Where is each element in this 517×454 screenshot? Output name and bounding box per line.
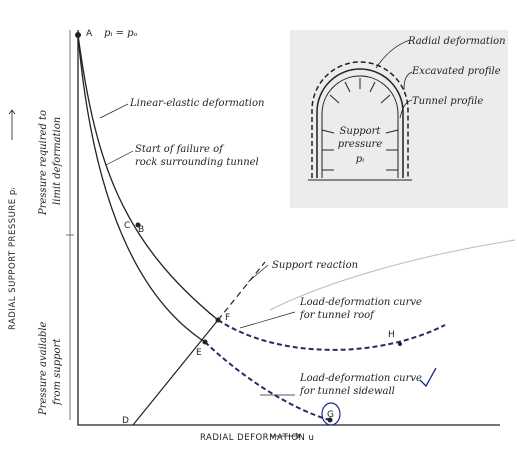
inset-label: Support [340, 126, 382, 137]
annotation: rock surrounding tunnel [135, 157, 259, 168]
annotation: Load-deformation curve [299, 297, 422, 308]
inset-label: Radial deformation [407, 36, 506, 47]
region-label: from support [52, 338, 63, 406]
point-label: A [86, 29, 93, 39]
annotation: for tunnel sidewall [299, 386, 395, 397]
point-label: D [122, 416, 129, 426]
diagram: Radial deformation Excavated profile Tun… [0, 0, 517, 454]
annotation: pᵢ = pₒ [104, 28, 138, 39]
annotation: Load-deformation curve [299, 373, 422, 384]
region-label: limit deformation [52, 117, 63, 205]
inset-label: pᵢ [356, 154, 364, 165]
annotation: Start of failure of [135, 144, 225, 155]
point-label: G [327, 410, 334, 420]
point-label: H [388, 330, 395, 340]
annotation: Support reaction [272, 260, 358, 271]
point-label: E [196, 348, 202, 358]
annotation: Linear-elastic deformation [129, 98, 264, 109]
y-axis-label: RADIAL SUPPORT PRESSURE pᵢ [8, 187, 18, 330]
point-label: B [138, 225, 144, 235]
inset-label: Tunnel profile [412, 96, 483, 107]
point-label: C [124, 221, 130, 231]
region-label: Pressure required to [38, 110, 49, 216]
inset-label: pressure [338, 139, 383, 150]
inset-label: Excavated profile [411, 66, 501, 77]
x-axis-label: RADIAL DEFORMATION u [200, 433, 314, 443]
region-label: Pressure available [38, 321, 49, 416]
point-label: F [225, 313, 230, 323]
annotation: for tunnel roof [299, 310, 376, 321]
inset-panel [290, 30, 508, 208]
